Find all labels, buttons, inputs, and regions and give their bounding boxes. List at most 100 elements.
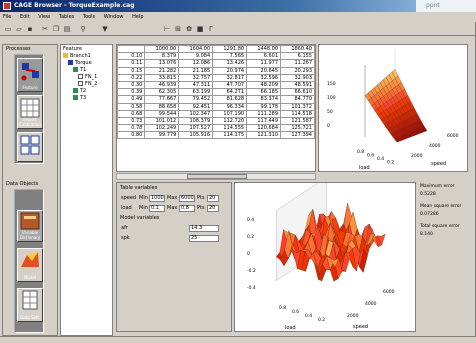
table-cell[interactable]: 63.199 (178, 88, 214, 97)
table-cell[interactable]: 62.305 (144, 88, 180, 97)
table-cell[interactable]: 107.527 (178, 124, 214, 133)
import-calibration-button[interactable]: Import Calibration (17, 95, 43, 129)
table-cell[interactable]: 112.720 (212, 116, 248, 126)
table-cell[interactable]: 20.293 (280, 66, 315, 75)
menu-file[interactable]: File (3, 14, 12, 20)
row-header[interactable]: 0.68 (116, 109, 146, 118)
calibration-table[interactable]: 1000.00 1604.00 1291.80 1448.00 1860.40 0.10 8… (116, 44, 315, 140)
table-cell[interactable]: 77.667 (144, 95, 180, 104)
tree-node-t1[interactable]: T1 (73, 67, 86, 74)
horizontal-scrollbar[interactable] (116, 173, 316, 180)
open-folder-icon[interactable]: ▱ (16, 25, 22, 33)
table-cell[interactable]: 13.076 (144, 59, 180, 68)
view-icon[interactable]: ⊢ (163, 25, 171, 33)
table-cell[interactable]: 47.311 (178, 80, 214, 90)
background-window-tab[interactable]: ppnt (416, 0, 476, 12)
menu-tools[interactable]: Tools (82, 14, 96, 20)
grid-icon[interactable]: ⊞ (175, 25, 181, 33)
tree-node-branch1[interactable]: Branch1 (63, 53, 91, 60)
table-cell[interactable]: 12.086 (178, 59, 214, 68)
table-cell[interactable]: 20.974 (212, 66, 248, 75)
menu-tables[interactable]: Tables (58, 14, 75, 20)
model-button[interactable]: Model (17, 248, 43, 282)
table-cell[interactable]: 117.449 (246, 116, 282, 126)
fill-icon[interactable]: ▼ (102, 25, 108, 33)
table-cell[interactable]: 11.977 (246, 59, 282, 68)
row-header[interactable]: 0.10 (116, 52, 146, 61)
wand-icon[interactable]: ⚲ (80, 25, 86, 33)
row-header[interactable]: 0.30 (116, 80, 146, 90)
settings-icon[interactable]: ✿ (186, 25, 192, 33)
history-icon[interactable]: Γ (209, 25, 213, 33)
menu-edit[interactable]: Edit (19, 14, 30, 20)
table-cell[interactable]: 111.289 (246, 109, 282, 118)
spk-value-field[interactable]: 25 (189, 235, 219, 242)
table-cell[interactable]: 121.310 (246, 131, 282, 140)
table-cell[interactable]: 66.185 (246, 88, 282, 97)
table-cell[interactable]: 48.591 (280, 80, 315, 90)
table-cell[interactable]: 21.282 (144, 66, 180, 75)
table-cell[interactable]: 125.721 (280, 124, 315, 133)
table-cell[interactable]: 13.426 (212, 59, 248, 68)
table-cell[interactable]: 83.374 (246, 95, 282, 104)
table-cell[interactable]: 121.587 (280, 116, 315, 126)
load-pts-field[interactable]: 20 (207, 205, 219, 212)
table-cell[interactable]: 47.707 (212, 80, 248, 90)
table-cell[interactable]: 7.565 (212, 52, 248, 61)
table-cell[interactable]: 79.452 (178, 95, 214, 104)
variable-dictionary-button[interactable]: Variable Dictionary (17, 210, 43, 242)
menu-view[interactable]: View (38, 14, 51, 20)
afr-value-field[interactable]: 14.3 (189, 225, 219, 232)
cut-icon[interactable]: ✂ (42, 25, 48, 33)
table-cell[interactable]: 20.645 (246, 66, 282, 75)
table-cell[interactable]: 101.012 (144, 116, 180, 126)
row-header[interactable]: 0.49 (116, 95, 146, 104)
tree-node-fn2[interactable]: FN_2 (78, 81, 97, 88)
row-header[interactable]: 0.22 (116, 73, 146, 82)
speed-pts-field[interactable]: 20 (207, 195, 219, 202)
column-header[interactable]: 1604.00 (178, 44, 214, 54)
table-cell[interactable]: 96.334 (212, 102, 248, 111)
row-header[interactable]: 0.78 (116, 124, 146, 133)
table-cell[interactable]: 66.610 (280, 88, 315, 97)
table-cell[interactable]: 64.271 (212, 88, 248, 97)
scroll-thumb[interactable] (187, 174, 247, 179)
table-cell[interactable]: 102.347 (178, 109, 214, 118)
model-error-surface-plot[interactable]: 0.4 0.2 0 -0.2 -0.4 0.8 0.6 0.4 0.2 2000 4000 6000 l… (234, 176, 416, 332)
column-header[interactable]: 1448.00 (246, 44, 282, 54)
table-cell[interactable]: 101.372 (280, 102, 315, 111)
table-cell[interactable]: 32.817 (212, 73, 248, 82)
table-cell[interactable]: 120.684 (246, 124, 282, 133)
table-cell[interactable]: 46.939 (144, 80, 180, 90)
table-cell[interactable]: 99.178 (246, 102, 282, 111)
menu-window[interactable]: Window (103, 14, 124, 20)
table-cell[interactable]: 9.084 (178, 52, 214, 61)
table-cell[interactable]: 108.379 (178, 116, 214, 126)
load-max-field[interactable]: 0.8 (179, 205, 195, 212)
table-cell[interactable]: 92.451 (178, 102, 214, 111)
menu-help[interactable]: Help (132, 14, 144, 20)
tree-node-torque[interactable]: Torque (68, 60, 92, 67)
row-header[interactable]: 0.15 (116, 66, 146, 75)
tradeoff-button[interactable] (17, 132, 43, 162)
data-sets-button[interactable]: Data Sets (17, 288, 43, 322)
copy-icon[interactable]: ❐ (52, 25, 60, 33)
blue-square-icon[interactable]: ■ (196, 25, 204, 33)
column-header[interactable]: 1000.00 (144, 44, 180, 54)
feature-button[interactable]: Feature (17, 58, 43, 92)
table-cell[interactable]: 48.209 (246, 80, 282, 90)
row-header[interactable]: 0.73 (116, 116, 146, 126)
table-cell[interactable]: 88.658 (144, 102, 180, 111)
column-header[interactable]: 1860.40 (280, 44, 315, 54)
save-icon[interactable]: ▪ (27, 25, 33, 33)
table-cell[interactable]: 21.185 (178, 66, 214, 75)
load-min-field[interactable]: 0.1 (149, 205, 165, 212)
table-cell[interactable]: 114.518 (280, 109, 315, 118)
table-cell[interactable]: 105.916 (178, 131, 214, 140)
tree-node-fn1[interactable]: FN_1 (78, 74, 97, 81)
table-cell[interactable]: 6.601 (246, 52, 282, 61)
table-cell[interactable]: 32.757 (178, 73, 214, 82)
column-header[interactable]: 1291.80 (212, 44, 248, 54)
row-header[interactable]: 0.39 (116, 88, 146, 97)
table-cell[interactable]: 107.190 (212, 109, 248, 118)
